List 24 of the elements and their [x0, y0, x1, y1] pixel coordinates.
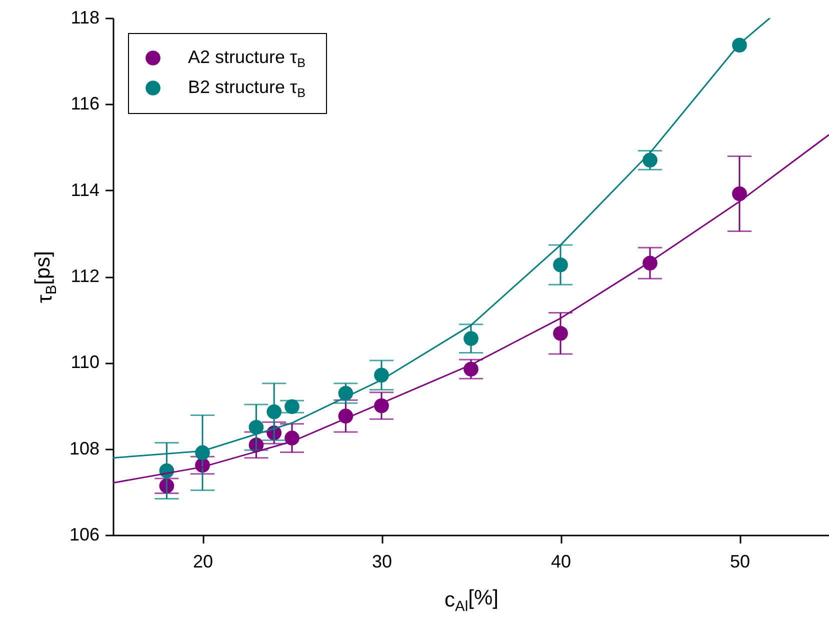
point: [464, 362, 478, 377]
x-tick-label: 20: [192, 552, 214, 572]
y-tick-label: 112: [70, 266, 100, 286]
point: [284, 399, 300, 414]
line-series: [113, 134, 829, 484]
point: [248, 420, 264, 435]
y-tick-label: 108: [69, 438, 100, 458]
y-tick-label: 118: [70, 8, 100, 28]
x-axis-title: c$_{Al}$[%]: [444, 586, 498, 615]
legend-label: A2 structure τ$_{B}$: [188, 47, 306, 70]
x-tick-label: 30: [372, 552, 392, 572]
point: [642, 152, 658, 168]
x-tick-label: 40: [550, 552, 572, 572]
point: [553, 326, 568, 341]
y-tick-label: 116: [70, 94, 100, 114]
point: [464, 331, 478, 346]
x-tick-label: 50: [730, 552, 750, 572]
y-tick-label: 106: [69, 524, 100, 544]
point: [732, 186, 747, 202]
point: [553, 257, 568, 272]
legend-label: B2 structure τ$_{B}$: [188, 77, 306, 100]
y-tick-label: 114: [70, 180, 100, 200]
y-tick-label: 110: [70, 352, 100, 372]
point: [266, 404, 282, 420]
